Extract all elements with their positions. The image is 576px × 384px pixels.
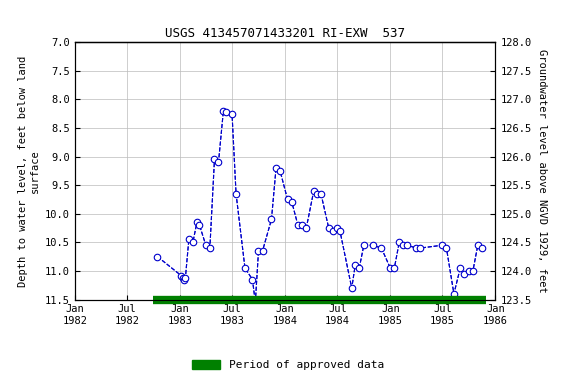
Point [184,237,194,243]
Y-axis label: Groundwater level above NGVD 1929, feet: Groundwater level above NGVD 1929, feet [537,49,547,293]
Point [178,275,187,281]
Point [377,245,386,251]
Point [395,239,404,245]
Point [248,276,257,283]
Point [368,242,377,248]
Point [347,285,357,291]
Point [258,248,267,254]
Point [271,165,281,171]
Point [240,265,249,271]
Point [442,245,451,251]
Point [192,219,202,225]
Point [275,168,285,174]
Point [219,108,228,114]
Point [399,242,408,248]
Point [386,265,395,271]
Point [181,275,190,281]
Point [176,272,185,278]
Point [251,299,260,305]
Point [283,196,292,202]
Point [468,268,478,274]
Point [267,217,276,223]
Point [221,109,230,115]
Point [359,242,369,248]
Point [210,156,219,162]
Point [328,228,338,234]
Point [438,242,447,248]
Point [228,111,237,117]
Point [464,268,473,274]
Y-axis label: Depth to water level, feet below land
surface: Depth to water level, feet below land su… [18,55,40,286]
Point [195,222,204,228]
Point [254,248,263,254]
Legend: Period of approved data: Period of approved data [188,355,388,375]
Point [351,262,360,268]
Point [355,265,364,271]
Point [324,225,334,231]
Point [302,225,311,231]
Point [449,291,458,297]
Point [214,159,223,166]
Point [460,271,469,277]
Point [201,242,210,248]
Point [412,245,421,251]
Point [473,242,483,248]
Point [416,245,425,251]
Point [205,245,214,251]
Point [287,199,297,205]
Point [309,188,319,194]
Point [456,265,465,271]
Point [153,253,162,260]
Point [335,228,344,234]
Point [390,265,399,271]
Point [293,222,302,228]
Point [316,191,325,197]
Point [312,191,321,197]
Title: USGS 413457071433201 RI-EXW  537: USGS 413457071433201 RI-EXW 537 [165,26,405,40]
Point [333,225,342,231]
Point [188,239,198,245]
Point [298,222,307,228]
Point [232,191,241,197]
Point [179,276,188,283]
Point [403,242,412,248]
Point [478,245,487,251]
